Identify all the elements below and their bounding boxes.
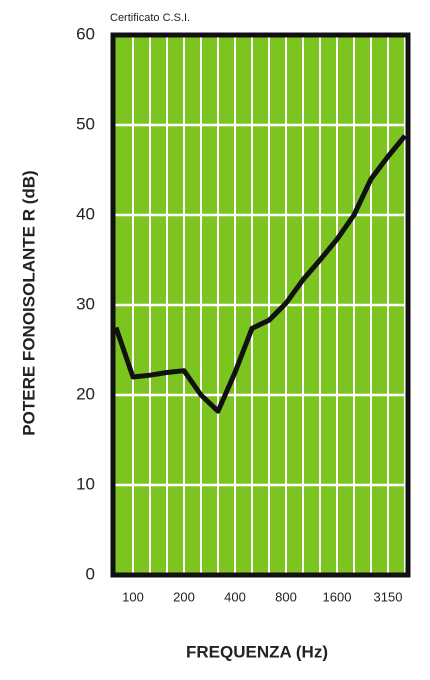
y-tick-label: 40 <box>76 204 95 223</box>
x-tick-label: 3150 <box>374 589 403 604</box>
chart-note: Certificato C.S.I. <box>110 12 190 24</box>
y-tick-label: 60 <box>76 24 95 43</box>
y-tick-label: 20 <box>76 384 95 403</box>
x-tick-label: 100 <box>122 589 144 604</box>
y-tick-label: 0 <box>86 564 95 583</box>
x-tick-label: 200 <box>173 589 195 604</box>
y-axis-label: POTERE FONOISOLANTE R (dB) <box>19 170 38 435</box>
x-axis-label: FREQUENZA (Hz) <box>186 642 328 661</box>
x-tick-label: 800 <box>275 589 297 604</box>
plot-frame <box>110 32 411 578</box>
x-tick-label: 400 <box>224 589 246 604</box>
x-tick-label: 1600 <box>323 589 352 604</box>
y-tick-label: 30 <box>76 294 95 313</box>
y-tick-label: 50 <box>76 114 95 133</box>
data-line <box>113 134 407 414</box>
y-tick-label: 10 <box>76 474 95 493</box>
